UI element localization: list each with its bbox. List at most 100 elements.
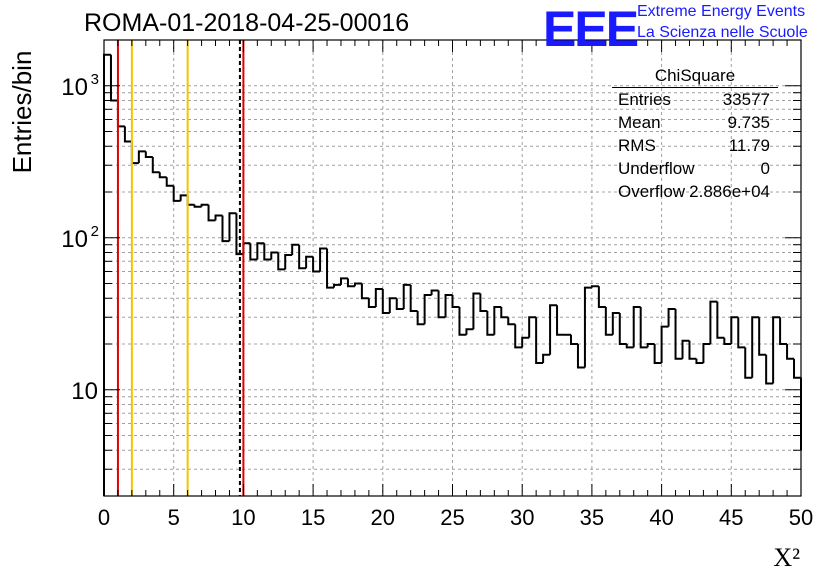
histogram-bin xyxy=(549,304,558,355)
histogram-bin xyxy=(291,243,300,256)
histogram-bin xyxy=(695,358,704,364)
histogram-bin xyxy=(765,354,774,385)
y-tick-label: 10 xyxy=(61,74,88,101)
eee-logo: EEE xyxy=(543,1,639,57)
histogram-bin xyxy=(326,248,335,289)
chart-title: ROMA-01-2018-04-25-00016 xyxy=(84,9,410,37)
stats-value: 2.886e+04 xyxy=(689,182,770,201)
histogram-bin xyxy=(270,251,279,260)
histogram-bin xyxy=(172,185,181,202)
histogram-bin xyxy=(521,336,530,348)
histogram-bin xyxy=(716,301,725,339)
histogram-bin xyxy=(611,311,620,335)
histogram-bin xyxy=(737,317,746,349)
stats-box: ChiSquare Entries 33577 Mean 9.735 RMS 1… xyxy=(612,66,778,205)
histogram-bin xyxy=(207,204,216,222)
stats-label: RMS xyxy=(618,136,656,155)
histogram-bin xyxy=(353,282,362,287)
x-tick-label: 25 xyxy=(440,505,464,530)
histogram-bin xyxy=(423,294,432,325)
logo-line-1: Extreme Energy Events xyxy=(637,3,806,20)
histogram-bin xyxy=(437,290,446,319)
histogram-bin xyxy=(360,283,369,300)
x-axis-label: X² xyxy=(773,543,800,572)
stats-label: Underflow xyxy=(618,159,695,178)
y-tick-label: 10 xyxy=(61,226,88,253)
histogram-bin xyxy=(730,316,739,344)
histogram-bin xyxy=(786,344,795,360)
histogram-bin xyxy=(381,289,390,314)
x-tick-label: 20 xyxy=(371,505,395,530)
histogram-bin xyxy=(249,243,258,261)
histogram-bin xyxy=(472,292,481,330)
stats-title: ChiSquare xyxy=(612,66,778,88)
histogram-bin xyxy=(758,317,767,356)
histogram-bin xyxy=(137,150,146,164)
histogram-bin xyxy=(374,288,383,308)
x-tick-label: 0 xyxy=(98,505,110,530)
histogram-bin xyxy=(256,242,265,260)
histogram-bin xyxy=(193,204,202,208)
stats-label: Entries xyxy=(618,90,671,109)
histogram-bin xyxy=(709,300,718,344)
histogram-bin xyxy=(702,343,711,363)
stats-label: Overflow xyxy=(618,182,686,201)
histogram-bin xyxy=(500,307,509,319)
stats-label: Mean xyxy=(618,113,661,132)
x-tick-label: 50 xyxy=(789,505,813,530)
histogram-bin xyxy=(569,334,578,345)
histogram-bin xyxy=(186,195,195,206)
histogram-bin xyxy=(179,194,188,201)
histogram-bin xyxy=(395,298,404,310)
histogram-bin xyxy=(444,294,453,318)
reference-lines xyxy=(116,40,245,496)
histogram-bin xyxy=(339,277,348,285)
histogram-bin xyxy=(618,312,627,345)
x-tick-label: 30 xyxy=(510,505,534,530)
histogram-bin xyxy=(388,297,397,313)
y-tick-exponent: 3 xyxy=(91,71,99,88)
histogram-bin xyxy=(109,54,118,102)
histogram-bin xyxy=(221,215,230,243)
histogram-bin xyxy=(158,172,167,179)
histogram-bin xyxy=(346,278,355,288)
histogram-bin xyxy=(235,213,244,256)
histogram-bin xyxy=(416,310,425,326)
histogram-bin xyxy=(653,344,662,364)
histogram-bin xyxy=(228,212,237,242)
histogram-bin xyxy=(632,306,641,348)
histogram-bin xyxy=(660,325,669,363)
histogram-bin xyxy=(542,353,551,363)
histogram-bin xyxy=(590,285,599,288)
histogram-bin xyxy=(144,151,153,158)
logo-line-2: La Scienza nelle Scuole xyxy=(637,24,808,41)
stats-value: 33577 xyxy=(722,90,770,109)
histogram-bin xyxy=(486,310,495,336)
histogram-bin xyxy=(458,307,467,336)
histogram-bin xyxy=(625,344,634,349)
stats-value: 11.79 xyxy=(728,136,770,155)
histogram-bin xyxy=(597,286,606,309)
histogram-bin xyxy=(688,340,697,360)
histogram-bin xyxy=(151,156,160,174)
histogram-bin xyxy=(214,214,223,221)
stats-row-underflow: Underflow 0 xyxy=(612,159,778,182)
x-axis-ticks: 0 5 10 15 20 25 30 35 40 45 50 xyxy=(98,40,813,530)
histogram-bin xyxy=(402,283,411,309)
histogram-bin xyxy=(451,295,460,309)
histogram-bin xyxy=(604,307,613,336)
histogram-bin xyxy=(681,339,690,359)
histogram-bin xyxy=(319,247,328,272)
histogram-bin xyxy=(646,343,655,348)
histogram-bin xyxy=(667,307,676,327)
stats-row-entries: Entries 33577 xyxy=(612,90,778,113)
stats-row-overflow: Overflow 2.886e+04 xyxy=(612,182,778,205)
histogram-bin xyxy=(744,347,753,379)
stats-row-rms: RMS 11.79 xyxy=(612,136,778,159)
histogram-bin xyxy=(576,344,585,369)
histogram-bin xyxy=(298,244,307,270)
histogram-bin xyxy=(123,126,132,143)
histogram-bin xyxy=(479,293,488,312)
grid xyxy=(104,40,801,496)
